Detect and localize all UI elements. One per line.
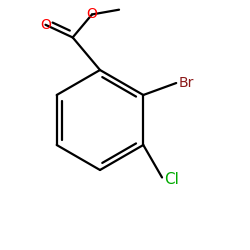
Text: O: O: [40, 18, 51, 32]
Text: Br: Br: [179, 76, 194, 90]
Text: Cl: Cl: [164, 172, 180, 188]
Text: O: O: [86, 8, 98, 22]
